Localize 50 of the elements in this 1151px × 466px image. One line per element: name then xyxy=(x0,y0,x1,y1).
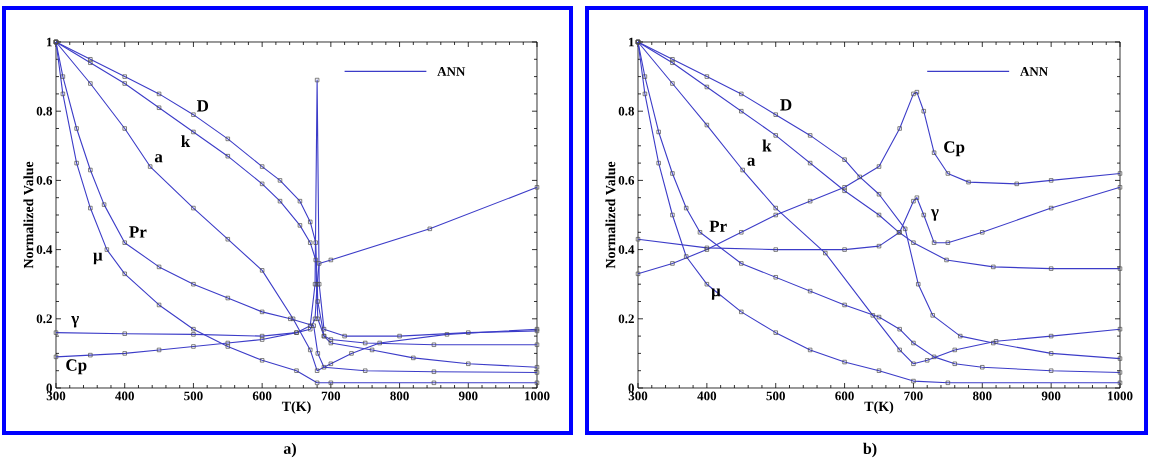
annotation: ANN xyxy=(437,67,466,76)
y-tick-label: 0.4 xyxy=(618,245,635,255)
x-axis-title: T(K) xyxy=(864,401,894,414)
text: a) xyxy=(283,442,296,458)
text: b) xyxy=(863,442,877,458)
series-label: μ xyxy=(711,288,721,300)
y-tick-label: 0 xyxy=(46,383,52,393)
series-label: k xyxy=(762,139,772,152)
series-label: Pr xyxy=(129,226,147,238)
y-tick-label: 0 xyxy=(628,383,634,393)
series-label: D xyxy=(780,99,792,111)
x-tick-label: 500 xyxy=(766,391,785,401)
series-label: Cp xyxy=(66,359,87,375)
series-label: γ xyxy=(71,316,79,328)
series-label: μ xyxy=(93,252,103,265)
x-tick-label: 600 xyxy=(835,391,854,401)
y-tick-label: 0.8 xyxy=(36,106,53,116)
series-label: k xyxy=(181,135,191,147)
x-axis-title: T(K) xyxy=(281,401,311,414)
x-tick-label: 900 xyxy=(1041,391,1061,401)
series-label: Pr xyxy=(709,220,727,232)
series-label: γ xyxy=(930,209,939,221)
x-tick-label: 400 xyxy=(697,391,717,401)
y-tick-label: 0.2 xyxy=(618,314,634,324)
x-tick-label: 1000 xyxy=(1108,391,1133,401)
x-tick-label: 1000 xyxy=(525,391,550,401)
series-label: a xyxy=(747,157,756,166)
x-tick-label: 600 xyxy=(252,391,272,401)
annotation: ANN xyxy=(1020,67,1048,76)
x-tick-label: 700 xyxy=(904,391,923,401)
y-tick-label: 0.6 xyxy=(618,175,635,185)
x-tick-label: 700 xyxy=(321,391,341,401)
x-tick-label: 800 xyxy=(390,391,409,401)
x-tick-label: 800 xyxy=(972,391,992,401)
y-axis-title: Normalized Value xyxy=(605,161,616,269)
y-tick-label: 0.4 xyxy=(36,245,53,255)
x-tick-label: 300 xyxy=(46,391,66,401)
y-tick-label: 0.2 xyxy=(36,314,52,324)
y-tick-label: 1 xyxy=(47,37,52,47)
y-tick-label: 0.6 xyxy=(36,175,53,185)
y-tick-label: 1 xyxy=(629,37,634,47)
x-tick-label: 300 xyxy=(628,391,648,401)
x-tick-label: 500 xyxy=(184,391,203,401)
x-tick-label: 900 xyxy=(458,391,478,401)
x-tick-label: 400 xyxy=(115,391,134,401)
series-label: a xyxy=(154,154,163,163)
series-label: Cp xyxy=(944,141,965,157)
y-tick-label: 0.8 xyxy=(618,106,635,116)
series-label: D xyxy=(196,100,209,112)
y-axis-title: Normalized Value xyxy=(23,161,34,269)
